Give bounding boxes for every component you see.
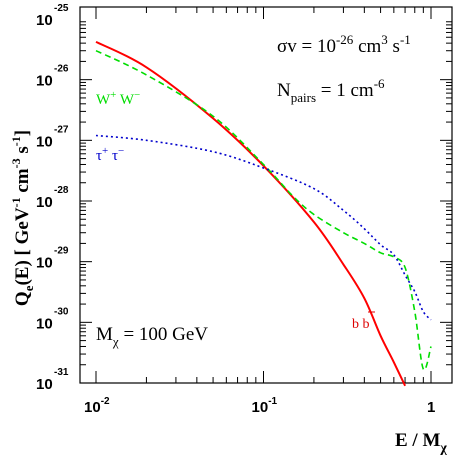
series-line-2 <box>95 134 432 321</box>
y-tick-label: 10 <box>36 73 53 90</box>
series-label-bb: b b <box>352 317 370 332</box>
y-tick-label-exp: -25 <box>54 3 69 14</box>
x-axis-label: E / Mχ <box>395 430 447 456</box>
x-axis-label-sub: χ <box>439 441 447 456</box>
y-tick-label-exp: -26 <box>54 64 69 75</box>
y-tick-label-exp: -29 <box>54 246 69 257</box>
series-line-0 <box>95 41 406 387</box>
series-layer <box>95 41 432 387</box>
tick-labels: 10-2 10-1 110-2510-2610-2710-2810-2910-301… <box>36 3 435 416</box>
series-label-ww: W+ W− <box>96 89 140 108</box>
mass-annotation: Mχ = 100 GeV <box>96 324 208 349</box>
x-tick-label: 10-2 <box>84 396 110 416</box>
series-line-1 <box>95 49 432 371</box>
y-axis-label: Qe(E) [ GeV-1 cm-3 s-1] <box>9 130 36 306</box>
series-label-tautau: τ+ τ− <box>96 145 124 164</box>
x-tick-label: 10-1 <box>252 396 278 416</box>
y-tick-label: 10 <box>36 255 53 272</box>
n-pairs-annotation: Npairs = 1 cm-6 <box>277 76 385 105</box>
y-tick-label-exp: -31 <box>54 367 69 378</box>
sigma-v-annotation: σv = 10-26 cm3 s-1 <box>277 32 411 57</box>
plot-frame <box>79 6 453 384</box>
axis-ticks <box>80 7 452 384</box>
y-tick-label-exp: -28 <box>54 185 69 196</box>
y-axis-label-sub: e <box>21 285 36 291</box>
y-tick-label-exp: -30 <box>54 306 69 317</box>
y-tick-label: 10 <box>36 194 53 211</box>
x-tick-label: 1 <box>427 399 435 416</box>
y-tick-label: 10 <box>36 133 53 150</box>
y-tick-label: 10 <box>36 315 53 332</box>
y-tick-label: 10 <box>36 376 53 393</box>
y-tick-label-exp: -27 <box>54 124 69 135</box>
y-tick-label: 10 <box>36 12 53 29</box>
